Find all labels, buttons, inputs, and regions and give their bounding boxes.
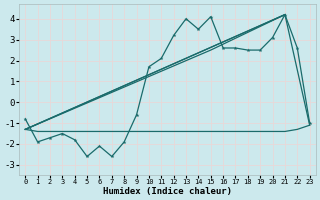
X-axis label: Humidex (Indice chaleur): Humidex (Indice chaleur)	[103, 187, 232, 196]
